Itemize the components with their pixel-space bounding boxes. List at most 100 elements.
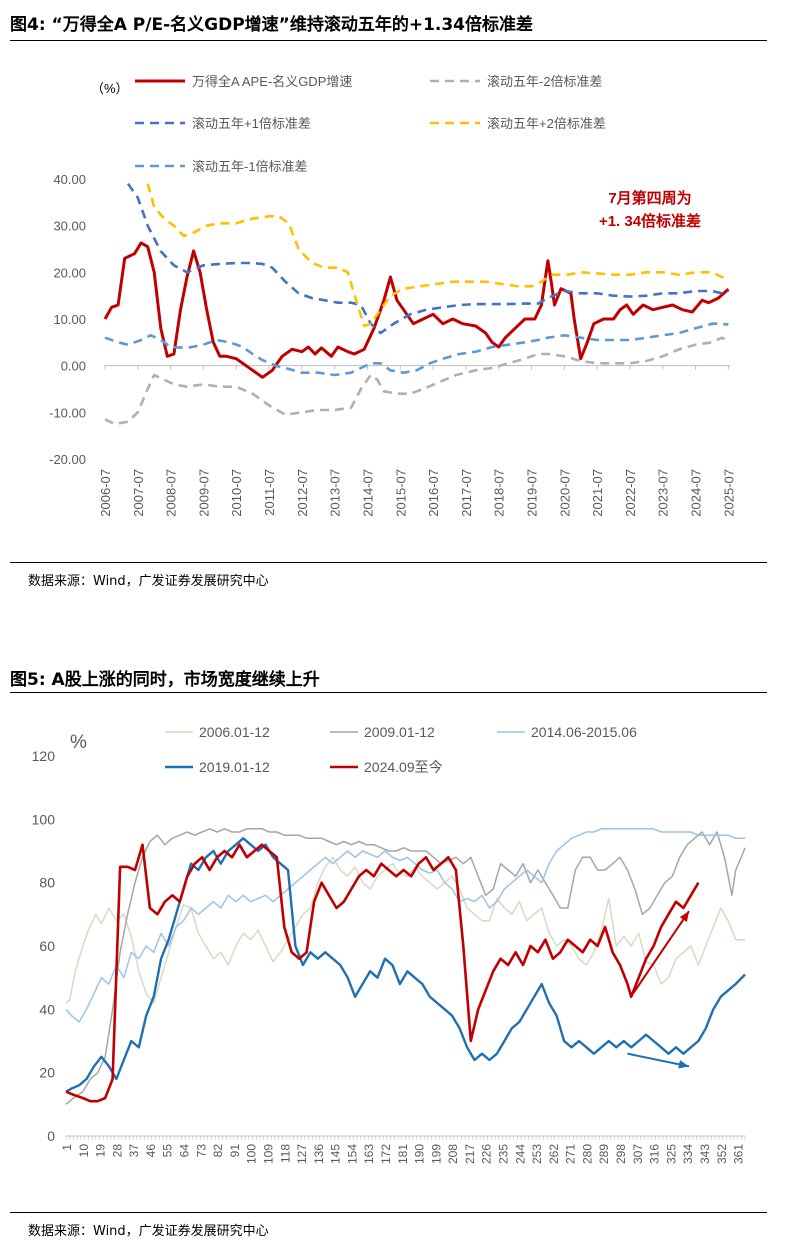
x-tick-label: 2006-07 [98, 469, 113, 517]
x-tick-label: 343 [698, 1144, 712, 1164]
series-line-s2024 [65, 843, 700, 1103]
x-tick-label: 73 [194, 1144, 208, 1158]
x-tick-label: 235 [497, 1144, 511, 1164]
x-tick-label: 271 [564, 1144, 578, 1164]
x-tick-label: 217 [463, 1144, 477, 1164]
x-tick-label: 55 [161, 1144, 175, 1158]
y-tick-label: 40 [39, 1001, 55, 1017]
x-tick-label: 1 [60, 1144, 74, 1151]
y-tick-label: 20 [39, 1065, 55, 1081]
series-line-s2019 [65, 837, 746, 1093]
x-tick-label: 2010-07 [229, 469, 244, 517]
x-tick-label: 298 [614, 1144, 628, 1164]
x-tick-label: 199 [429, 1144, 443, 1164]
series-line-s2014 [65, 828, 745, 1023]
x-tick-label: 325 [664, 1144, 678, 1164]
x-tick-label: 2017-07 [459, 469, 474, 517]
x-tick-label: 2013-07 [328, 469, 343, 517]
y-tick-label: 30.00 [53, 219, 86, 234]
y-tick-label: -10.00 [49, 405, 86, 420]
x-tick-label: 2016-07 [426, 469, 441, 517]
legend-label: 2014.06-2015.06 [531, 724, 637, 740]
x-tick-label: 208 [446, 1144, 460, 1164]
x-tick-label: 127 [295, 1144, 309, 1164]
y-tick-label: 20.00 [53, 265, 86, 280]
series-line-minus2 [104, 336, 729, 426]
trend-up-arrow [632, 910, 690, 995]
x-tick-label: 109 [261, 1144, 275, 1164]
figure4-top-rule [10, 40, 767, 41]
x-tick-label: 2020-07 [557, 469, 572, 517]
figure4-title: 图4: “万得全A P/E-名义GDP增速”维持滚动五年的+1.34倍标准差 [10, 15, 534, 35]
series-line-main [103, 241, 730, 379]
x-tick-label: 181 [396, 1144, 410, 1164]
y-tick-label: 0 [47, 1128, 55, 1144]
x-tick-label: 82 [211, 1144, 225, 1158]
x-tick-label: 352 [715, 1144, 729, 1164]
y-tick-label: 10.00 [53, 312, 86, 327]
x-tick-label: 253 [530, 1144, 544, 1164]
x-tick-label: 2009-07 [196, 469, 211, 517]
figure4-source: 数据来源：Wind，广发证券发展研究中心 [28, 574, 269, 589]
legend-label: 2009.01-12 [364, 724, 435, 740]
y-tick-label: 120 [32, 748, 56, 764]
series-line-plus1 [126, 182, 729, 335]
figure4-bottom-rule [10, 562, 767, 563]
x-tick-label: 91 [228, 1144, 242, 1158]
x-tick-label: 2018-07 [492, 469, 507, 517]
legend-label: 滚动五年+2倍标准差 [487, 116, 606, 131]
series-line-plus2 [146, 183, 729, 328]
x-tick-label: 145 [329, 1144, 343, 1164]
y-tick-label: 40.00 [53, 172, 86, 187]
x-tick-label: 2015-07 [393, 469, 408, 517]
x-tick-label: 289 [597, 1144, 611, 1164]
y-tick-label: 0.00 [61, 359, 86, 374]
x-tick-label: 136 [312, 1144, 326, 1164]
x-tick-label: 2011-07 [262, 469, 277, 516]
x-tick-label: 163 [362, 1144, 376, 1164]
x-tick-label: 2023-07 [656, 469, 671, 517]
x-tick-label: 37 [127, 1144, 141, 1158]
figure5-title: 图5: A股上涨的同时，市场宽度继续上升 [10, 670, 320, 690]
trend-right-arrow [627, 1052, 690, 1068]
x-tick-label: 2012-07 [295, 469, 310, 517]
figure5-bottom-rule [10, 1212, 767, 1213]
x-tick-label: 154 [345, 1144, 359, 1164]
x-tick-label: 244 [513, 1144, 527, 1164]
x-tick-label: 190 [413, 1144, 427, 1164]
x-tick-label: 64 [178, 1144, 192, 1158]
legend-label: 2019.01-12 [199, 759, 270, 775]
x-tick-label: 2014-07 [360, 469, 375, 517]
x-tick-label: 334 [681, 1144, 695, 1164]
y-tick-label: 60 [39, 938, 55, 954]
arrow-head-icon [678, 1060, 690, 1069]
y-unit-label: （%） [91, 81, 129, 96]
x-tick-label: 2007-07 [131, 469, 146, 517]
x-tick-label: 316 [648, 1144, 662, 1164]
x-tick-label: 226 [480, 1144, 494, 1164]
x-tick-label: 2021-07 [590, 469, 605, 517]
arrow-head-icon [679, 911, 690, 922]
x-tick-label: 118 [278, 1144, 292, 1163]
x-tick-label: 19 [94, 1144, 108, 1158]
x-tick-label: 361 [732, 1144, 746, 1164]
y-tick-label: -20.00 [49, 452, 86, 467]
x-tick-label: 280 [580, 1144, 594, 1164]
x-tick-label: 172 [379, 1144, 393, 1164]
y-tick-label: 100 [32, 811, 56, 827]
legend-label: 滚动五年-2倍标准差 [487, 74, 603, 89]
legend-label: 2006.01-12 [199, 724, 270, 740]
x-tick-label: 2025-07 [721, 469, 736, 517]
x-tick-label: 307 [631, 1144, 645, 1164]
series-line-s2009 [65, 828, 746, 1105]
x-tick-label: 2022-07 [623, 469, 638, 517]
annotation-text: +1. 34倍标准差 [599, 212, 701, 230]
series-line-minus1 [104, 322, 729, 377]
x-tick-label: 46 [144, 1144, 158, 1158]
figure5-source: 数据来源：Wind，广发证券发展研究中心 [28, 1224, 269, 1239]
y-unit-label: % [70, 732, 87, 753]
x-tick-label: 100 [245, 1144, 259, 1164]
series-line-s2006 [65, 856, 745, 1004]
annotation-text: 7月第四周为 [608, 189, 691, 207]
